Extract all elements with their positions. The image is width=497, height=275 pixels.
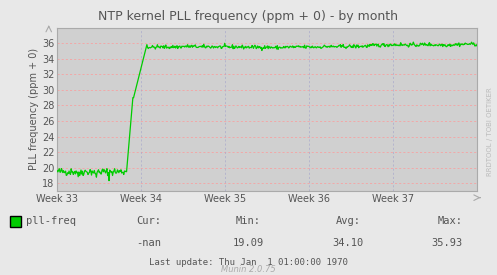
Y-axis label: PLL frequency (ppm + 0): PLL frequency (ppm + 0) [29,48,39,170]
Text: pll-freq: pll-freq [26,216,76,226]
Text: Last update: Thu Jan  1 01:00:00 1970: Last update: Thu Jan 1 01:00:00 1970 [149,258,348,267]
Text: Cur:: Cur: [137,216,162,226]
Text: -nan: -nan [137,238,162,248]
Text: Munin 2.0.75: Munin 2.0.75 [221,265,276,274]
Text: Avg:: Avg: [335,216,360,226]
Text: 19.09: 19.09 [233,238,264,248]
Text: 35.93: 35.93 [431,238,462,248]
Text: NTP kernel PLL frequency (ppm + 0) - by month: NTP kernel PLL frequency (ppm + 0) - by … [98,10,399,23]
Text: Max:: Max: [437,216,462,226]
Text: RRDTOOL / TOBI OETIKER: RRDTOOL / TOBI OETIKER [487,88,493,176]
Text: Min:: Min: [236,216,261,226]
Text: 34.10: 34.10 [332,238,363,248]
